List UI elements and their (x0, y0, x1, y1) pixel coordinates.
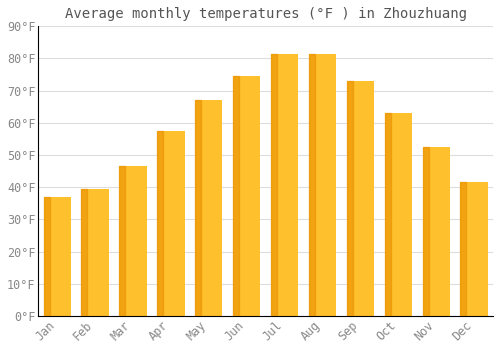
Bar (271, 54, 298, 316)
Bar (422, 147, 450, 316)
Bar (384, 113, 390, 316)
Bar (347, 81, 353, 316)
Bar (120, 166, 126, 316)
Bar (384, 113, 412, 316)
Bar (309, 54, 336, 316)
Bar (157, 131, 163, 316)
Bar (195, 100, 222, 316)
Bar (82, 189, 108, 316)
Bar (460, 182, 487, 316)
Bar (460, 182, 466, 316)
Bar (309, 54, 315, 316)
Bar (44, 197, 71, 316)
Bar (157, 131, 184, 316)
Bar (120, 166, 146, 316)
Bar (44, 197, 50, 316)
Bar (233, 76, 239, 316)
Bar (347, 81, 374, 316)
Bar (233, 76, 260, 316)
Bar (271, 54, 277, 316)
Bar (195, 100, 201, 316)
Title: Average monthly temperatures (°F ) in Zhouzhuang: Average monthly temperatures (°F ) in Zh… (64, 7, 466, 21)
Bar (82, 189, 87, 316)
Bar (422, 147, 428, 316)
